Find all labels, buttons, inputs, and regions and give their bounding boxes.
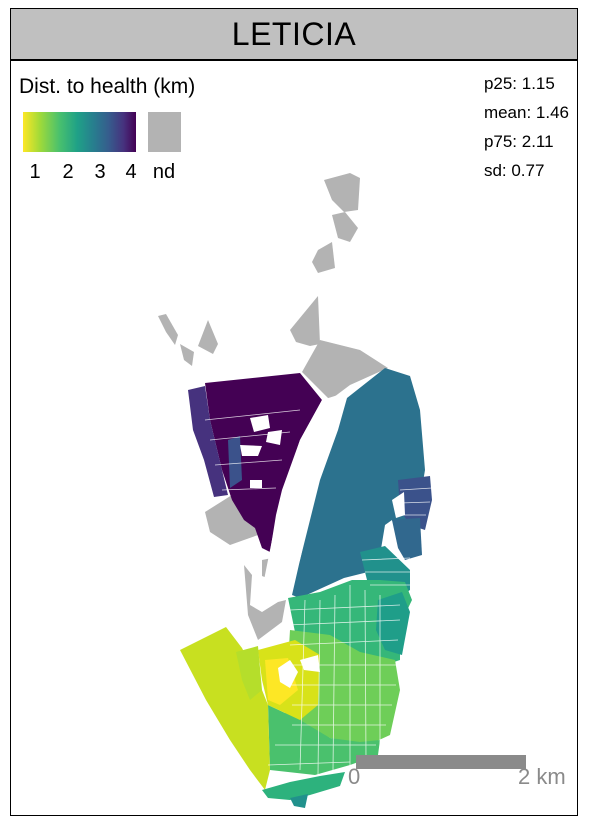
- scale-end-label: 2 km: [518, 764, 566, 789]
- gap-nw-1: [250, 415, 270, 432]
- no-data-areas: [158, 173, 388, 640]
- legend-tick-2: 2: [62, 161, 74, 183]
- map-title: LETICIA: [231, 15, 357, 52]
- street-lines-horizontal: [267, 604, 401, 766]
- district-south-tip: [262, 772, 345, 800]
- nd-area-west-1: [158, 314, 178, 345]
- map-gaps: [240, 395, 405, 688]
- legend-nd-label: nd: [152, 161, 176, 183]
- scale-start-label: 0: [348, 764, 361, 789]
- district-northeast: [292, 368, 425, 598]
- street-grid: [204, 409, 433, 776]
- scale-bar: [356, 755, 526, 769]
- district-east-block: [392, 518, 422, 560]
- stat-sd: sd: 0.77: [483, 161, 545, 180]
- district-west-strip: [188, 386, 228, 497]
- gap-c-2: [300, 655, 320, 672]
- district-east-teal-2: [376, 592, 410, 655]
- district-south-tip-2: [290, 794, 308, 808]
- nd-area-runway-south: [244, 565, 286, 640]
- gap-ne-1: [392, 492, 405, 518]
- gap-nw-4: [250, 480, 262, 488]
- gap-nw-3: [240, 445, 262, 456]
- district-southwest-lime: [236, 646, 262, 700]
- legend-title: Dist. to health (km): [19, 75, 196, 98]
- stats-panel: p25: 1.15 mean: 1.46 p75: 2.11 sd: 0.77: [484, 69, 569, 185]
- stat-p75: p75: 2.11: [483, 132, 554, 151]
- legend-tick-4: 4: [125, 161, 137, 183]
- stat-p25: p25: 1.15: [483, 74, 555, 93]
- district-northwest: [205, 373, 322, 552]
- district-south-green: [268, 705, 380, 775]
- stat-mean: mean: 1.46: [483, 103, 569, 122]
- street-lines-vertical: [299, 585, 381, 776]
- legend-tick-1: 1: [29, 161, 41, 183]
- nd-area-north-2: [332, 212, 358, 242]
- runway-strip: [262, 395, 338, 598]
- legend-tick-3: 3: [94, 161, 106, 183]
- nd-area-north-1: [324, 173, 360, 212]
- street-lines-east: [361, 487, 433, 586]
- color-scale-bar: [23, 112, 136, 152]
- nd-area-junction: [302, 340, 388, 400]
- title-bar: LETICIA: [11, 9, 577, 61]
- gap-c-1: [278, 660, 298, 688]
- district-west-inner: [228, 436, 242, 488]
- nd-area-west-3: [198, 320, 218, 354]
- nd-area-north-3: [312, 242, 335, 273]
- no-data-swatch: [148, 112, 181, 152]
- nd-area-west-2: [180, 344, 194, 366]
- nd-area-port: [290, 296, 320, 346]
- street-lines-nw: [204, 409, 301, 491]
